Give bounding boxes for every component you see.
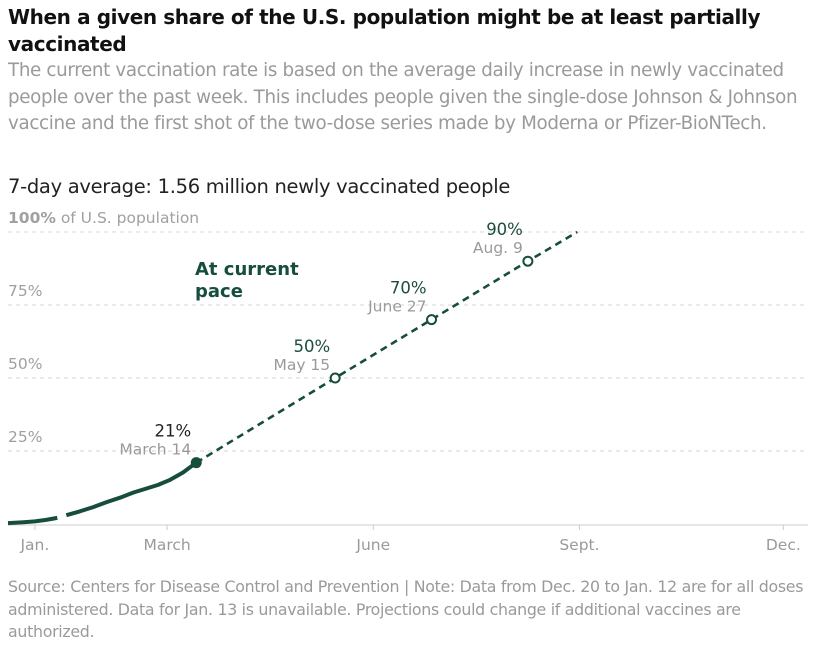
series-lines <box>7 230 578 526</box>
x-tick-label-jan: Jan. <box>19 536 49 554</box>
milestone-date-90-pct: Aug. 9 <box>473 239 523 257</box>
y-tick-label-75: 75% <box>8 282 42 300</box>
y-axis-labels: 25% 50% 75% 100% of U.S. population <box>8 209 199 446</box>
milestone-value-90-pct: 90% <box>486 220 523 239</box>
y-tick-label-50: 50% <box>8 355 42 373</box>
milestone-marker-90-pct <box>522 255 534 267</box>
at-current-pace-label-line2: pace <box>195 281 243 302</box>
y-tick-label-100: 100% of U.S. population <box>8 209 199 227</box>
gridlines <box>8 231 808 452</box>
source-note: Source: Centers for Disease Control and … <box>8 577 804 641</box>
y-tick-value: 100% <box>8 209 56 227</box>
x-tick-label-dec: Dec. <box>766 536 801 554</box>
milestone-date-21-pct: March 14 <box>119 441 191 459</box>
x-tick-label-march: March <box>143 536 190 554</box>
seven-day-average-stat: 7-day average: 1.56 million newly vaccin… <box>8 175 511 198</box>
milestone-marker-21-pct <box>190 457 202 469</box>
milestone-date-50-pct: May 15 <box>273 356 330 374</box>
x-tick-label-june: June <box>355 536 390 554</box>
actual-line-segment-1 <box>7 515 58 526</box>
milestone-marker-50-pct <box>329 372 341 384</box>
milestone-date-70-pct: June 27 <box>367 298 426 316</box>
milestone-value-21-pct: 21% <box>155 422 192 441</box>
chart-title: When a given share of the U.S. populatio… <box>8 5 761 56</box>
milestone-marker-70-pct <box>426 314 438 326</box>
actual-line-segment-2 <box>65 461 198 518</box>
at-current-pace-label-line1: At current <box>195 259 299 280</box>
milestone-markers <box>190 255 534 469</box>
y-tick-label-25: 25% <box>8 428 42 446</box>
chart-subtitle: The current vaccination rate is based on… <box>8 60 798 134</box>
x-axis: Jan. March June Sept. Dec. <box>8 524 808 554</box>
y-axis-unit: of U.S. population <box>56 209 199 227</box>
milestone-value-70-pct: 70% <box>390 279 427 298</box>
milestone-value-50-pct: 50% <box>293 337 330 356</box>
x-tick-label-sept: Sept. <box>559 536 599 554</box>
milestone-labels: 21%March 14 50%May 15 70%June 27 90%Aug. 9 <box>119 220 523 458</box>
projection-line <box>195 230 578 464</box>
